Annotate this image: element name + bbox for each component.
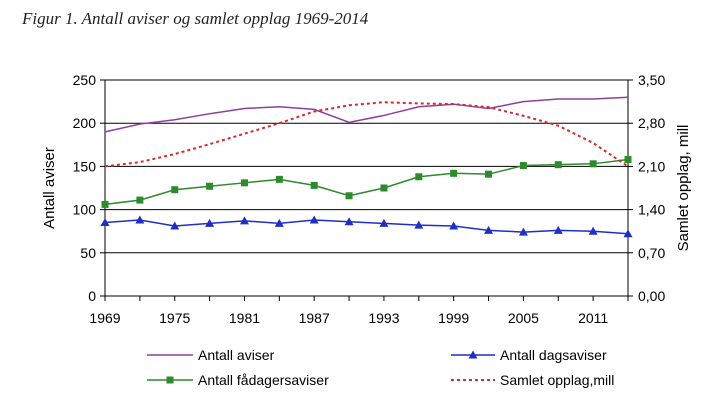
y-tick-label: 50 bbox=[80, 245, 96, 261]
data-point-antall-dagsaviser bbox=[170, 221, 180, 230]
data-point-antall-fadagersaviser bbox=[310, 181, 318, 189]
data-point-antall-fadagersaviser bbox=[275, 175, 283, 183]
x-tick-label: 1999 bbox=[438, 310, 469, 326]
y2-tick-label: 2,80 bbox=[638, 115, 665, 131]
data-point-antall-fadagersaviser bbox=[554, 161, 562, 169]
figure-title: Figur 1. Antall aviser og samlet opplag … bbox=[22, 9, 369, 28]
data-point-antall-fadagersaviser bbox=[206, 182, 214, 190]
axes bbox=[100, 79, 633, 301]
x-tick-labels: 1969 1975 1981 1987 1993 1999 2005 2011 bbox=[89, 310, 608, 326]
data-point-antall-fadagersaviser bbox=[485, 170, 493, 178]
data-point-antall-dagsaviser bbox=[135, 215, 145, 224]
data-point-antall-fadagersaviser bbox=[450, 169, 458, 177]
data-point-antall-dagsaviser bbox=[623, 229, 633, 238]
data-point-antall-dagsaviser bbox=[239, 216, 249, 225]
grid-lines bbox=[105, 79, 628, 254]
y2-tick-label: 1,40 bbox=[638, 202, 665, 218]
left-axis-title: Antall aviser bbox=[41, 147, 58, 229]
legend: Antall aviser Antall dagsaviser Antall f… bbox=[147, 347, 614, 388]
right-axis-title: Samlet opplag, mill bbox=[675, 125, 692, 252]
x-tick-label: 2005 bbox=[508, 310, 539, 326]
x-tick-label: 2011 bbox=[578, 310, 608, 326]
data-point-antall-dagsaviser bbox=[100, 218, 110, 227]
data-point-antall-fadagersaviser bbox=[624, 155, 632, 163]
y-tick-label: 100 bbox=[73, 202, 97, 218]
y-tick-label: 250 bbox=[73, 72, 97, 88]
data-point-antall-dagsaviser bbox=[449, 221, 459, 230]
x-tick-label: 1981 bbox=[229, 310, 260, 326]
data-point-antall-fadagersaviser bbox=[345, 192, 353, 200]
data-point-antall-dagsaviser bbox=[379, 218, 389, 227]
y2-tick-label: 2,10 bbox=[638, 158, 665, 174]
y-tick-label: 150 bbox=[73, 158, 97, 174]
data-series bbox=[100, 96, 633, 238]
data-point-antall-dagsaviser bbox=[518, 227, 528, 236]
data-point-antall-fadagersaviser bbox=[136, 196, 144, 204]
y-tick-label: 0 bbox=[88, 288, 96, 304]
legend-marker-square bbox=[166, 376, 174, 384]
legend-label-antall-dagsaviser: Antall dagsaviser bbox=[500, 347, 607, 363]
data-point-antall-fadagersaviser bbox=[240, 179, 248, 187]
series-line-antall-dagsaviser bbox=[104, 219, 629, 235]
data-point-antall-dagsaviser bbox=[553, 225, 563, 234]
data-point-antall-dagsaviser bbox=[588, 226, 598, 235]
series-line-samlet-opplag bbox=[104, 101, 629, 168]
data-point-antall-dagsaviser bbox=[484, 225, 494, 234]
legend-label-antall-fadagersaviser: Antall fådagersaviser bbox=[198, 372, 329, 388]
right-y-tick-labels: 0,00 0,70 1,40 2,10 2,80 3,50 bbox=[638, 72, 665, 304]
data-point-antall-dagsaviser bbox=[309, 215, 319, 224]
data-point-antall-dagsaviser bbox=[205, 218, 215, 227]
data-point-antall-fadagersaviser bbox=[101, 200, 109, 208]
x-tick-label: 1975 bbox=[159, 310, 190, 326]
x-tick-label: 1987 bbox=[299, 310, 330, 326]
data-point-antall-fadagersaviser bbox=[171, 186, 179, 194]
legend-marker-triangle bbox=[468, 350, 478, 359]
y2-tick-label: 0,00 bbox=[638, 288, 665, 304]
legend-label-samlet-opplag: Samlet opplag,mill bbox=[500, 372, 614, 388]
y-tick-label: 200 bbox=[73, 115, 97, 131]
data-point-antall-fadagersaviser bbox=[415, 173, 423, 181]
data-point-antall-dagsaviser bbox=[344, 217, 354, 226]
series-line-antall-fadagersaviser bbox=[104, 158, 629, 206]
data-point-antall-fadagersaviser bbox=[380, 184, 388, 192]
data-point-antall-fadagersaviser bbox=[519, 162, 527, 170]
data-point-antall-fadagersaviser bbox=[589, 160, 597, 168]
data-point-antall-dagsaviser bbox=[414, 220, 424, 229]
x-tick-label: 1969 bbox=[89, 310, 120, 326]
legend-label-antall-aviser: Antall aviser bbox=[198, 347, 275, 363]
series-line-antall-aviser bbox=[104, 96, 629, 133]
x-tick-label: 1993 bbox=[368, 310, 399, 326]
y2-tick-label: 0,70 bbox=[638, 245, 665, 261]
data-point-antall-dagsaviser bbox=[274, 218, 284, 227]
left-y-tick-labels: 0 50 100 150 200 250 bbox=[73, 72, 97, 304]
y2-tick-label: 3,50 bbox=[638, 72, 665, 88]
